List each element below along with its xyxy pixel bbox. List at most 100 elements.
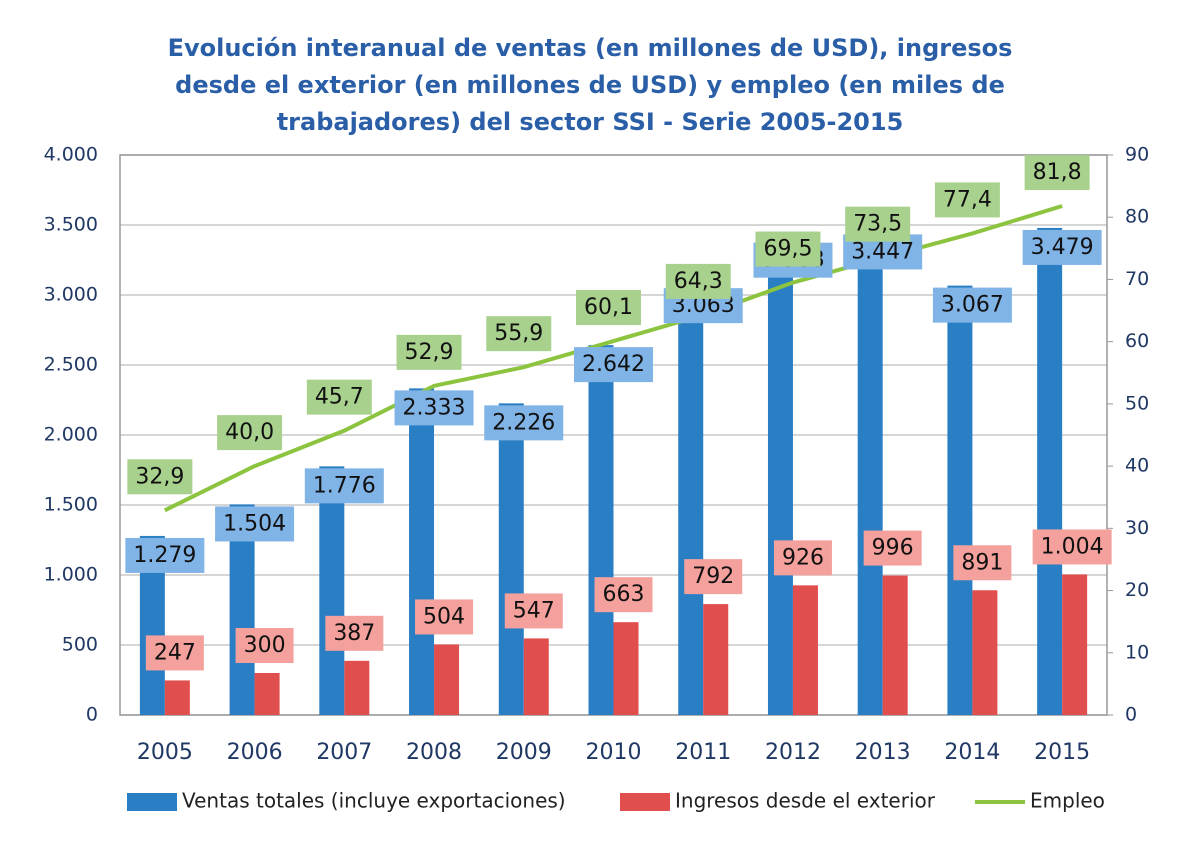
- y2-tick-label: 40: [1125, 455, 1149, 477]
- y-tick-label: 1.500: [44, 494, 98, 516]
- value-label: 387: [333, 621, 375, 646]
- value-label-box: [484, 405, 564, 441]
- value-label-box: [486, 316, 552, 352]
- value-label-box: [304, 468, 384, 504]
- y2-tick-label: 60: [1125, 330, 1149, 352]
- value-label: 52,9: [405, 340, 454, 365]
- y-tick-label: 1.000: [44, 564, 98, 586]
- y2-tick-label: 30: [1125, 517, 1149, 539]
- value-label-box: [773, 540, 832, 576]
- value-label: 300: [244, 633, 286, 658]
- value-label-box: [145, 635, 204, 671]
- x-tick-label: 2011: [675, 740, 731, 765]
- y-tick-label: 4.000: [44, 144, 98, 166]
- y-tick-label: 2.000: [44, 424, 98, 446]
- value-label-box: [325, 615, 384, 651]
- value-label-box: [953, 545, 1012, 581]
- bar: [523, 638, 549, 715]
- value-label: 55,9: [494, 321, 543, 346]
- value-label: 547: [513, 598, 555, 623]
- value-label-box: [845, 206, 911, 242]
- y-tick-label: 2.500: [44, 354, 98, 376]
- bar: [613, 622, 639, 715]
- value-label-box: [217, 415, 283, 451]
- value-label-box: [396, 334, 462, 370]
- bar: [588, 345, 614, 715]
- legend-label: Empleo: [1030, 789, 1105, 813]
- value-label: 663: [603, 582, 645, 607]
- value-label-box: [574, 347, 653, 383]
- value-label-box: [1022, 229, 1102, 265]
- y-tick-label: 0: [86, 704, 98, 726]
- value-label-box: [125, 537, 205, 573]
- value-label-box: [594, 577, 653, 613]
- value-label: 2.642: [582, 352, 645, 377]
- value-label-box: [235, 628, 294, 663]
- value-label-box: [1032, 529, 1112, 565]
- value-label: 1.279: [133, 543, 196, 568]
- value-label: 2.226: [492, 410, 555, 435]
- value-label-box: [932, 287, 1012, 323]
- value-label: 3.067: [941, 293, 1004, 318]
- value-label: 40,0: [225, 420, 274, 445]
- bar: [678, 286, 704, 715]
- value-label-box: [1024, 155, 1090, 191]
- y2-tick-label: 80: [1125, 206, 1149, 228]
- y-tick-label: 3.500: [44, 214, 98, 236]
- value-label-box: [576, 290, 641, 326]
- value-label: 891: [961, 550, 1003, 575]
- y2-tick-label: 10: [1125, 641, 1149, 663]
- y-tick-label: 3.000: [44, 284, 98, 306]
- value-label-box: [215, 506, 295, 542]
- value-label: 996: [872, 536, 914, 561]
- y2-tick-label: 90: [1125, 144, 1149, 166]
- value-label: 2.333: [403, 395, 466, 420]
- bar: [703, 604, 729, 715]
- value-label: 64,3: [674, 269, 723, 294]
- bar: [767, 240, 793, 715]
- legend-label: Ventas totales (incluye exportaciones): [182, 789, 566, 813]
- value-label: 69,5: [763, 237, 812, 262]
- bar: [434, 644, 460, 715]
- x-tick-label: 2009: [496, 740, 552, 765]
- value-label-box: [504, 593, 563, 629]
- y2-tick-label: 0: [1125, 704, 1137, 726]
- x-tick-label: 2006: [227, 740, 283, 765]
- value-label-box: [934, 182, 1000, 218]
- x-tick-label: 2012: [765, 740, 821, 765]
- value-label: 3.479: [1031, 235, 1094, 260]
- x-tick-label: 2005: [137, 740, 193, 765]
- value-label: 77,4: [943, 187, 992, 212]
- y2-tick-label: 70: [1125, 268, 1149, 290]
- value-label-box: [415, 599, 474, 635]
- value-label: 60,1: [584, 295, 633, 320]
- value-label: 1.004: [1041, 534, 1104, 559]
- value-label-box: [684, 559, 743, 595]
- value-label-box: [306, 379, 372, 415]
- bar: [857, 232, 883, 716]
- x-tick-label: 2014: [944, 740, 1000, 765]
- legend-swatch: [620, 793, 670, 811]
- bar: [882, 575, 908, 715]
- value-label-box: [665, 263, 731, 299]
- bar: [254, 673, 280, 715]
- value-label: 792: [692, 564, 734, 589]
- value-label: 32,9: [135, 464, 184, 489]
- x-tick-label: 2013: [855, 740, 911, 765]
- x-tick-label: 2008: [406, 740, 462, 765]
- value-label-box: [394, 390, 474, 426]
- legend-label: Ingresos desde el exterior: [675, 789, 936, 813]
- bar: [1037, 227, 1063, 715]
- value-label: 247: [154, 640, 196, 665]
- value-label: 3.447: [851, 239, 914, 264]
- value-label-box: [127, 459, 193, 495]
- bar: [319, 466, 345, 715]
- value-label: 1.776: [313, 473, 376, 498]
- value-label: 45,7: [315, 385, 364, 410]
- y2-tick-label: 50: [1125, 392, 1149, 414]
- bar: [344, 660, 370, 715]
- value-label-box: [755, 231, 821, 267]
- legend-swatch: [127, 793, 177, 811]
- y2-tick-label: 20: [1125, 579, 1149, 601]
